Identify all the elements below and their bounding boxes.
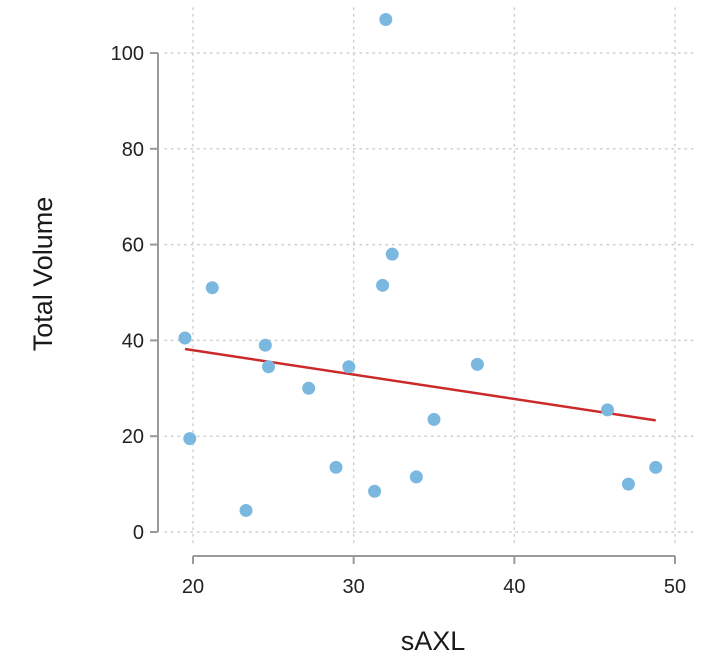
- scatter-point: [258, 338, 272, 352]
- scatter-point: [183, 432, 197, 446]
- scatter-point: [649, 460, 663, 474]
- scatter-point: [601, 403, 615, 417]
- y-tick-label: 80: [122, 139, 144, 161]
- scatter-point: [302, 381, 316, 395]
- scatter-point: [409, 470, 423, 484]
- y-tick-label: 0: [133, 522, 144, 544]
- y-axis-title: Total Volume: [28, 197, 58, 352]
- trendline-layer: [184, 347, 656, 422]
- scatter-point: [470, 357, 484, 371]
- x-tick-label: 20: [182, 576, 204, 598]
- scatter-point: [368, 484, 382, 498]
- x-tick-label: 50: [664, 576, 686, 598]
- scatter-point: [329, 460, 343, 474]
- scatter-point: [239, 503, 253, 517]
- y-tick-label: 20: [122, 426, 144, 448]
- scatter-point: [385, 247, 399, 261]
- x-axis-title: sAXL: [401, 626, 466, 656]
- scatter-point: [178, 331, 192, 345]
- scatter-point: [379, 12, 393, 26]
- y-tick-label: 100: [111, 43, 144, 65]
- axes: [150, 52, 676, 564]
- scatter-point: [376, 278, 390, 292]
- grid: [164, 7, 696, 547]
- y-tick-label: 60: [122, 235, 144, 257]
- tick-labels: 0 20 40 60 80 100 20 30 40 50: [111, 43, 687, 598]
- scatter-point: [427, 412, 441, 426]
- scatter-point: [342, 360, 356, 374]
- scatter-point: [205, 281, 219, 295]
- scatter-point: [262, 360, 276, 374]
- y-tick-label: 40: [122, 330, 144, 352]
- scatter-point: [621, 477, 635, 491]
- x-tick-label: 40: [503, 576, 525, 598]
- x-tick-label: 30: [343, 576, 365, 598]
- trendline: [184, 347, 656, 422]
- data-points: [178, 12, 663, 517]
